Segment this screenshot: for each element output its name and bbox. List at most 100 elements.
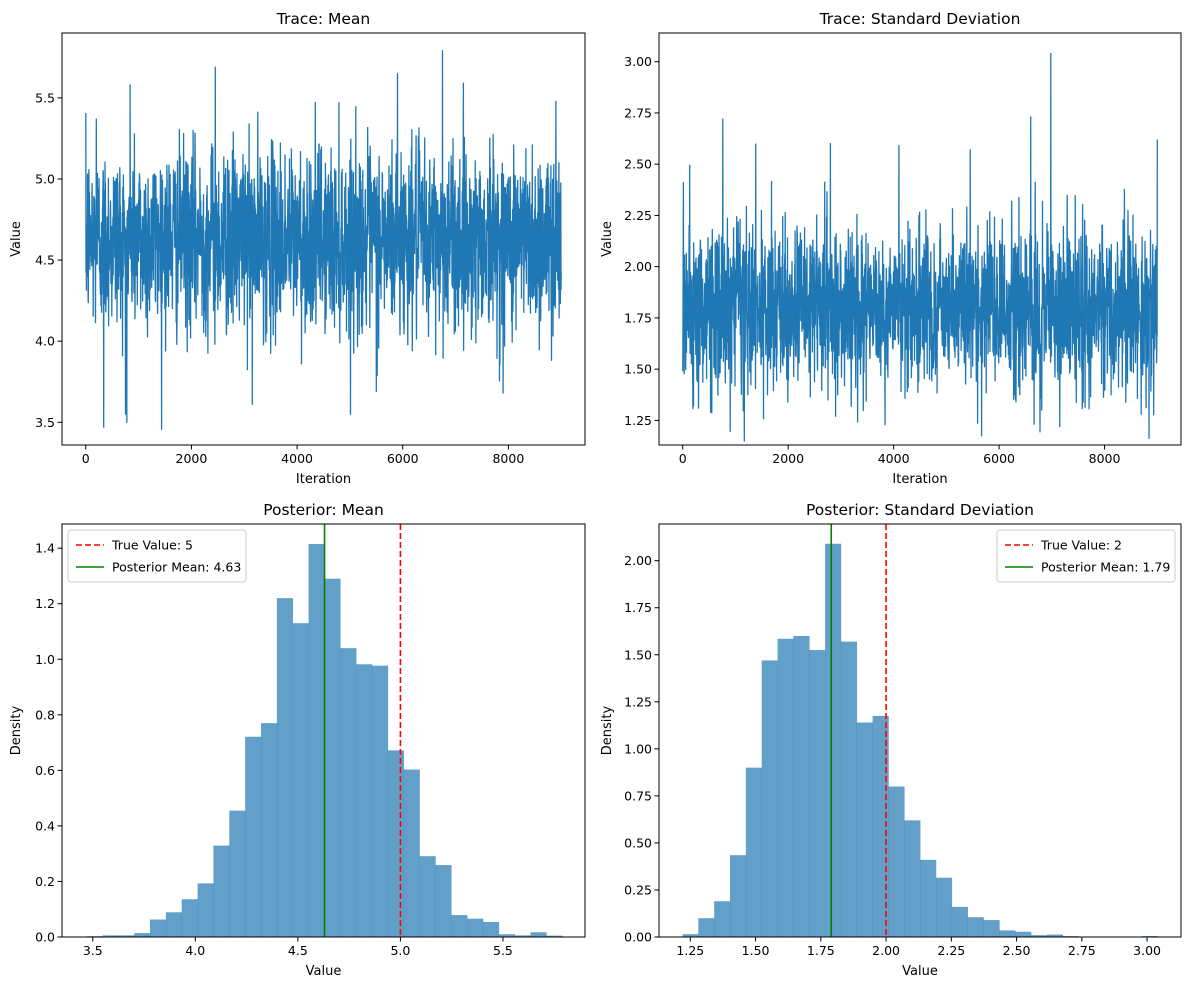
- histogram-bar: [213, 845, 230, 937]
- panel-1: 0 2000 4000 6000 8000 3.5 4.0 4.5 5.0 5.5 Trace: M…: [9, 10, 586, 487]
- histogram-bar: [403, 769, 420, 937]
- histogram-bar: [872, 715, 889, 937]
- histogram-bar: [1046, 934, 1064, 937]
- y-axis-label: Value: [9, 221, 24, 257]
- y-tick-label: 0.25: [624, 882, 652, 897]
- axes-frame: [61, 32, 586, 446]
- y-tick-label: 0.2: [35, 874, 55, 889]
- x-tick-label: 0: [82, 451, 90, 466]
- histogram-bar: [229, 810, 246, 937]
- x-tick-label: 2000: [772, 451, 804, 466]
- histogram-bar: [530, 932, 547, 937]
- histogram-bar: [840, 641, 858, 937]
- x-tick-label: 6000: [387, 451, 419, 466]
- y-tick-label: 1.2: [35, 596, 55, 611]
- histogram-bar: [435, 865, 452, 937]
- x-tick-label: 4.0: [185, 943, 205, 958]
- histogram-bar: [451, 915, 468, 937]
- histogram-bar: [967, 917, 984, 937]
- y-tick-label: 1.00: [624, 741, 652, 756]
- histogram-bar: [371, 665, 389, 937]
- x-tick-label: 8000: [1089, 451, 1121, 466]
- histogram-bar: [261, 723, 278, 937]
- y-axis-label: Value: [600, 221, 615, 257]
- x-tick-label: 2.75: [1068, 943, 1096, 958]
- histogram-bar: [150, 919, 167, 937]
- histogram-bar: [825, 543, 842, 937]
- plot-area: [85, 50, 562, 431]
- plot-area: [682, 524, 1159, 937]
- y-tick-label: 0.8: [35, 707, 55, 722]
- histogram-bar: [356, 664, 373, 937]
- x-tick-label: 4000: [878, 451, 910, 466]
- histogram-bar: [498, 934, 515, 937]
- x-tick-label: 8000: [492, 451, 524, 466]
- y-tick-label: 2.00: [624, 259, 652, 274]
- histogram-bar: [809, 650, 826, 937]
- histogram-bar: [467, 918, 484, 937]
- y-tick-label: 1.50: [624, 647, 652, 662]
- histogram-bar: [730, 855, 747, 937]
- chart-title: Trace: Mean: [276, 10, 371, 28]
- y-tick-label: 2.00: [624, 553, 652, 568]
- panel-3: 3.5 4.0 4.5 5.0 5.5 0.0 0.2 0.4 0.6 0.8 1.0 1.2 1.4 P…: [9, 501, 586, 979]
- y-tick-label: 1.25: [624, 413, 652, 428]
- histogram-bar: [761, 660, 778, 937]
- histogram-bar: [714, 901, 731, 937]
- y-tick-label: 2.75: [624, 105, 652, 120]
- histogram-bar: [745, 767, 762, 937]
- histogram-bar: [698, 918, 715, 937]
- y-tick-label: 1.4: [35, 541, 55, 556]
- histogram-bar: [682, 934, 699, 937]
- histogram-bar: [245, 736, 262, 937]
- panel-4: 1.25 1.50 1.75 2.00 2.25 2.50 2.75 3.00 0.00 0.25…: [600, 501, 1182, 979]
- histogram-bar: [165, 912, 183, 937]
- chart-title: Posterior: Standard Deviation: [806, 501, 1034, 519]
- histogram-bar: [1015, 931, 1032, 937]
- chart-title: Posterior: Mean: [263, 501, 384, 519]
- y-tick-label: 2.50: [624, 157, 652, 172]
- x-tick-label: 1.75: [807, 943, 835, 958]
- y-tick-label: 3.5: [35, 415, 55, 430]
- trace-line: [682, 52, 1158, 442]
- legend: True Value: 5 Posterior Mean: 4.63: [67, 529, 247, 583]
- y-axis-label: Density: [600, 705, 615, 755]
- histogram-bar: [387, 750, 404, 937]
- x-tick-label: 5.0: [390, 943, 410, 958]
- y-tick-label: 1.75: [624, 600, 652, 615]
- y-tick-label: 1.75: [624, 310, 652, 325]
- histogram-bar: [904, 820, 921, 937]
- histogram-bar: [935, 877, 953, 937]
- y-tick-label: 5.5: [35, 90, 55, 105]
- y-tick-label: 3.00: [624, 54, 652, 69]
- histogram-bar: [102, 935, 119, 937]
- histogram-bar: [856, 722, 873, 937]
- legend-label: Posterior Mean: 1.79: [1041, 560, 1170, 575]
- axes-frame: [658, 523, 1182, 938]
- histogram-bar: [324, 578, 341, 937]
- y-tick-label: 1.50: [624, 362, 652, 377]
- plot-area: [682, 52, 1158, 442]
- legend: True Value: 2 Posterior Mean: 1.79: [996, 529, 1176, 583]
- histogram-bar: [482, 922, 500, 937]
- histogram-bar: [419, 856, 436, 937]
- histogram-bar: [118, 935, 135, 937]
- histogram-bar: [292, 623, 309, 937]
- y-tick-label: 0.50: [624, 835, 652, 850]
- y-tick-label: 0.6: [35, 763, 55, 778]
- histogram-bar: [793, 635, 810, 937]
- x-tick-label: 2000: [176, 451, 208, 466]
- histogram-bar: [276, 598, 294, 937]
- histogram-bar: [983, 920, 1000, 937]
- chart-title: Trace: Standard Deviation: [819, 10, 1021, 28]
- y-tick-label: 0.4: [35, 818, 55, 833]
- x-tick-label: 0: [679, 451, 687, 466]
- histogram-bar: [308, 544, 325, 937]
- histogram-bar: [514, 935, 531, 937]
- x-tick-label: 1.50: [742, 943, 770, 958]
- x-axis-label: Value: [306, 964, 342, 979]
- histogram-bar: [951, 906, 968, 937]
- y-tick-label: 4.0: [35, 334, 55, 349]
- trace-line: [85, 50, 562, 431]
- histogram-bar: [181, 899, 198, 937]
